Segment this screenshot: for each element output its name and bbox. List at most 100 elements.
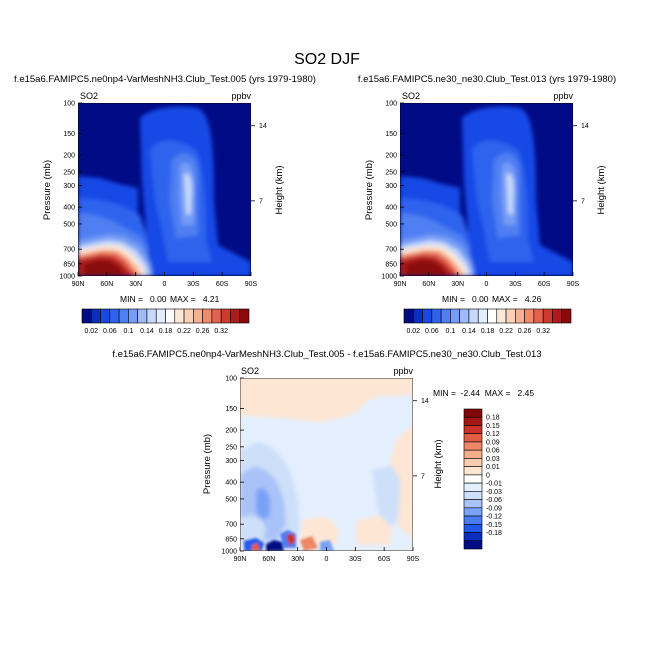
colorbar-label: 0.26 — [518, 328, 532, 335]
ytick-label: 300 — [385, 183, 397, 190]
colorbar-label: 0.12 — [486, 431, 500, 438]
panel-diff-minmax: MIN = -2.44 MAX = 2.45 — [433, 388, 534, 398]
ytick-label: 500 — [63, 221, 75, 228]
panel-left-y2ticks: 14 7 — [251, 123, 267, 205]
ytick-label: 200 — [225, 428, 237, 435]
colorbar-swatch — [463, 408, 483, 418]
ytick-label: 850 — [225, 536, 237, 543]
ytick-label: 400 — [225, 480, 237, 487]
colorbar-label: 0.09 — [486, 439, 500, 446]
panel-left-xticks: 90N 60N 30N 0 30S 60S 90S — [72, 272, 258, 288]
panel-right-contours — [400, 103, 573, 276]
y2tick-label: 7 — [581, 198, 585, 205]
y2tick-label: 14 — [259, 123, 267, 130]
colorbar-swatch — [81, 308, 92, 324]
colorbar-label: 0.22 — [499, 328, 513, 335]
ytick-label: 1000 — [59, 274, 75, 281]
colorbar-label: 0.03 — [486, 456, 500, 463]
ytick-label: 200 — [63, 153, 75, 160]
panel-right-xticks: 90N 60N 30N 0 30S 60S 90S — [394, 272, 580, 288]
panel-left-ylabel: Pressure (mb) — [42, 160, 53, 220]
ytick-label: 100 — [225, 376, 237, 383]
xtick-label: 60N — [262, 556, 275, 563]
colorbar-swatch — [487, 308, 498, 324]
colorbar-swatch — [463, 474, 483, 484]
colorbar-label: 0.01 — [486, 464, 500, 471]
panel-left-title: f.e15a6.FAMIPC5.ne0np4-VarMeshNH3.Club_T… — [14, 74, 316, 85]
colorbar-swatch — [174, 308, 185, 324]
colorbar-swatch — [183, 308, 194, 324]
panel-left-max: MAX = 4.21 — [170, 294, 220, 304]
colorbar-label: 0.02 — [406, 328, 420, 335]
colorbar-swatch — [220, 308, 231, 324]
xtick-label: 90N — [72, 281, 85, 288]
ytick-label: 100 — [385, 101, 397, 108]
colorbar-label: 0 — [486, 472, 490, 479]
ytick-label: 250 — [225, 444, 237, 451]
xtick-label: 30N — [451, 281, 464, 288]
panel-right-y2ticks: 14 7 — [573, 123, 589, 205]
colorbar-swatch — [561, 308, 572, 324]
colorbar-label: 0.1 — [124, 328, 134, 335]
xtick-label: 30N — [291, 556, 304, 563]
colorbar-swatch — [146, 308, 157, 324]
panel-right-yticks: 100 150 200 250 300 400 500 700 850 1000 — [381, 101, 404, 281]
colorbar-swatch — [463, 491, 483, 500]
ytick-label: 250 — [63, 169, 75, 176]
colorbar-label: -0.18 — [486, 530, 502, 537]
panel-left-y2label: Height (km) — [274, 165, 285, 214]
ytick-label: 700 — [225, 522, 237, 529]
colorbar-swatch — [463, 482, 483, 492]
ytick-label: 850 — [385, 261, 397, 268]
ytick-label: 150 — [63, 131, 75, 138]
panel-right-ylabel: Pressure (mb) — [364, 160, 375, 220]
colorbar-label: 0.06 — [486, 448, 500, 455]
colorbar-swatch — [463, 532, 483, 542]
panel-left-yticks: 100 150 200 250 300 400 500 700 850 1000 — [59, 101, 82, 281]
figure-title: SO2 DJF — [294, 51, 360, 68]
panel-diff: f.e15a6.FAMIPC5.ne0np4-VarMeshNH3.Club_T… — [112, 349, 541, 563]
colorbar-label: -0.03 — [486, 489, 502, 496]
colorbar-swatch — [463, 523, 483, 533]
colorbar-swatch — [230, 308, 241, 324]
panel-left-variable: SO2 — [80, 91, 98, 101]
ytick-label: 200 — [385, 153, 397, 160]
colorbar-label: -0.12 — [486, 514, 502, 521]
panel-diff-y2label: Height (km) — [433, 439, 444, 488]
colorbar-swatch — [431, 308, 442, 324]
colorbar-swatch — [477, 308, 488, 324]
xtick-label: 30S — [509, 281, 522, 288]
colorbar-swatch — [202, 308, 213, 324]
colorbar-label: -0.01 — [486, 481, 502, 488]
ytick-label: 400 — [385, 205, 397, 212]
y2tick-label: 7 — [421, 473, 425, 480]
colorbar-swatch — [463, 515, 483, 525]
xtick-label: 30S — [349, 556, 362, 563]
colorbar-swatch — [440, 308, 451, 324]
colorbar-swatch — [463, 466, 483, 476]
y2tick-label: 14 — [581, 123, 589, 130]
colorbar-swatch — [412, 308, 423, 324]
colorbar-swatch — [533, 308, 544, 324]
colorbar-label: 0.18 — [486, 415, 500, 422]
colorbar-label: 0.26 — [196, 328, 210, 335]
panel-diff-contours — [240, 378, 413, 551]
panel-right-title: f.e15a6.FAMIPC5.ne30_ne30.Club_Test.013 … — [358, 74, 616, 85]
panel-left: f.e15a6.FAMIPC5.ne0np4-VarMeshNH3.Club_T… — [14, 74, 316, 335]
colorbar-swatch — [128, 308, 138, 324]
ytick-label: 700 — [63, 247, 75, 254]
panel-left-min: MIN = 0.00 — [120, 294, 167, 304]
panel-diff-yticks: 100 150 200 250 300 400 500 700 850 1000 — [221, 376, 244, 556]
colorbar-swatch — [505, 308, 516, 324]
panel-right-variable: SO2 — [402, 91, 420, 101]
panel-left-colorbar: 0.02 0.06 0.1 0.14 0.18 0.22 0.26 0.32 — [81, 308, 250, 335]
panel-diff-title: f.e15a6.FAMIPC5.ne0np4-VarMeshNH3.Club_T… — [112, 349, 541, 360]
ytick-label: 400 — [63, 205, 75, 212]
colorbar-swatch — [137, 308, 148, 324]
colorbar-swatch — [463, 499, 483, 509]
colorbar-swatch — [552, 308, 563, 324]
xtick-label: 90N — [394, 281, 407, 288]
colorbar-swatch — [468, 308, 479, 324]
colorbar-swatch — [542, 308, 553, 324]
